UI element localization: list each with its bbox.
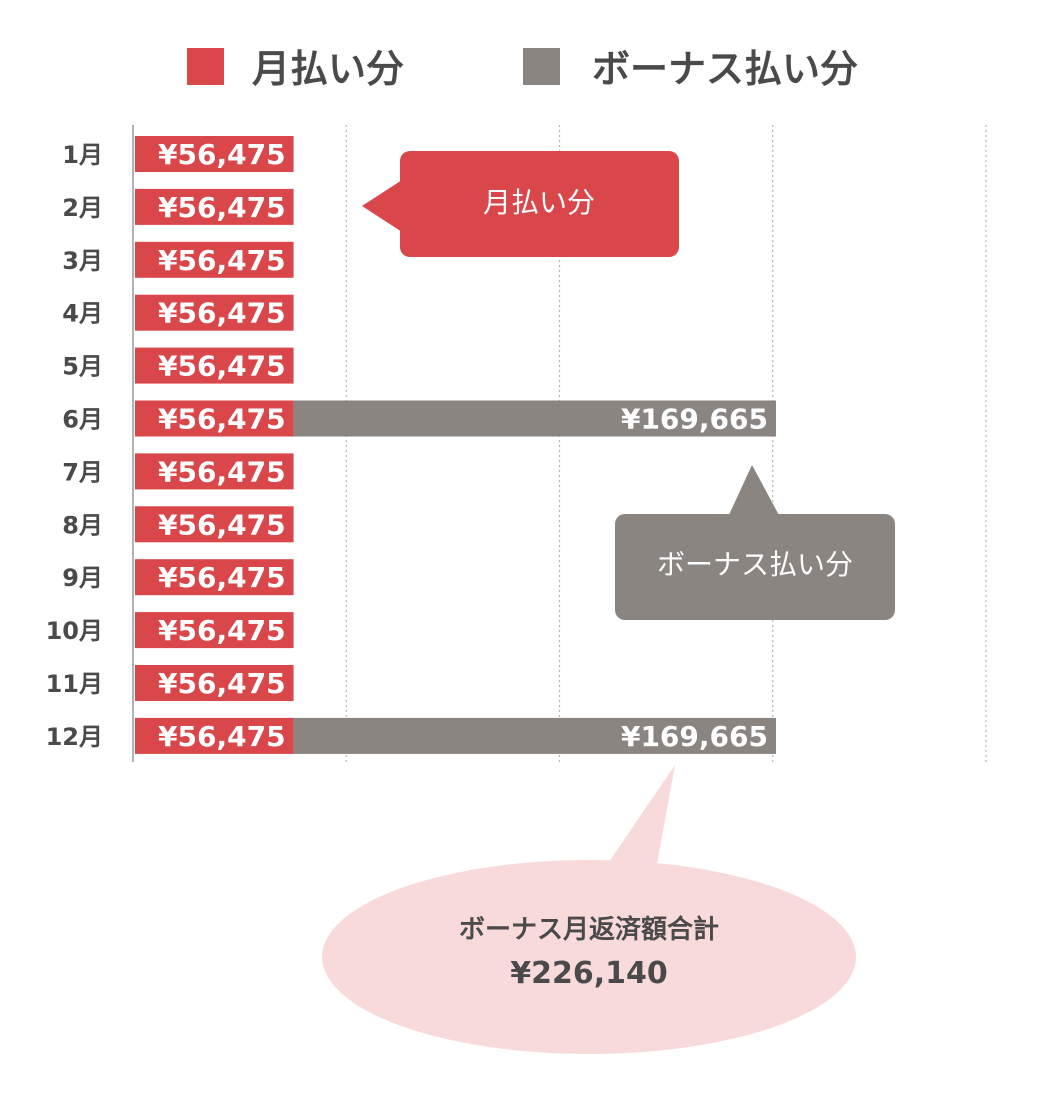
bar-monthly-1 [135,136,294,172]
bar-monthly-9 [135,559,294,596]
legend-swatch-monthly [187,48,224,85]
callout-bonus-text: ボーナス払い分 [657,548,853,581]
callout-bonus-box [615,514,895,620]
value-label-monthly-4: ¥56,475 [158,297,286,330]
callout-bonus-pointer [728,465,780,517]
callout-monthly: 月払い分 [362,151,679,257]
category-label-5: 5月 [62,353,103,381]
category-label-10: 10月 [46,617,103,645]
value-label-monthly-11: ¥56,475 [158,667,286,700]
value-label-monthly-2: ¥56,475 [158,191,286,224]
bar-monthly-8 [135,506,294,543]
category-label-4: 4月 [62,300,103,328]
callout-bonus: ボーナス払い分 [615,465,895,620]
bar-monthly-3 [135,241,294,278]
value-label-bonus-12: ¥169,665 [621,720,768,753]
total-title: ボーナス月返済額合計 [459,914,719,945]
legend-swatch-bonus [523,48,560,85]
legend-label-bonus: ボーナス払い分 [592,47,858,91]
bar-monthly-6 [135,400,294,437]
bars [135,136,776,754]
callout-monthly-box [400,151,679,257]
bar-monthly-10 [135,612,294,649]
bar-monthly-11 [135,665,294,701]
total-value: ¥226,140 [510,956,668,991]
bar-monthly-12 [135,717,294,754]
value-label-monthly-10: ¥56,475 [158,614,286,647]
value-label-monthly-9: ¥56,475 [158,561,286,594]
bar-bonus-12 [293,717,776,754]
category-label-8: 8月 [62,511,103,539]
labels: 1月 ¥56,475 2月 ¥56,475 3月 ¥56,475 4月 ¥56,475 5月 ¥5… [46,138,768,753]
category-label-3: 3月 [62,247,103,275]
category-label-6: 6月 [62,406,103,434]
legend-label-monthly: 月払い分 [252,47,404,91]
total-bubble-shape [322,860,856,1054]
callout-monthly-pointer [362,180,402,232]
category-label-12: 12月 [46,723,103,751]
value-label-monthly-1: ¥56,475 [158,138,286,171]
legend: 月払い分 ボーナス払い分 [187,47,858,91]
bar-monthly-2 [135,188,294,225]
value-label-monthly-12: ¥56,475 [158,720,286,753]
value-label-monthly-5: ¥56,475 [158,350,286,383]
category-label-9: 9月 [62,564,103,592]
value-label-monthly-6: ¥56,475 [158,403,286,436]
value-label-monthly-8: ¥56,475 [158,508,286,541]
category-label-7: 7月 [62,458,103,486]
value-label-bonus-6: ¥169,665 [621,403,768,436]
value-label-monthly-3: ¥56,475 [158,244,286,277]
total-bubble-pointer [600,765,675,875]
category-label-11: 11月 [46,670,103,698]
category-label-2: 2月 [62,194,103,222]
bar-bonus-6 [293,400,776,437]
callout-monthly-text: 月払い分 [483,186,595,219]
total-bubble: ボーナス月返済額合計 ¥226,140 [322,765,856,1054]
category-label-1: 1月 [62,141,103,169]
value-label-monthly-7: ¥56,475 [158,455,286,488]
bar-monthly-4 [135,294,294,331]
bar-monthly-5 [135,347,294,384]
bar-monthly-7 [135,453,294,490]
